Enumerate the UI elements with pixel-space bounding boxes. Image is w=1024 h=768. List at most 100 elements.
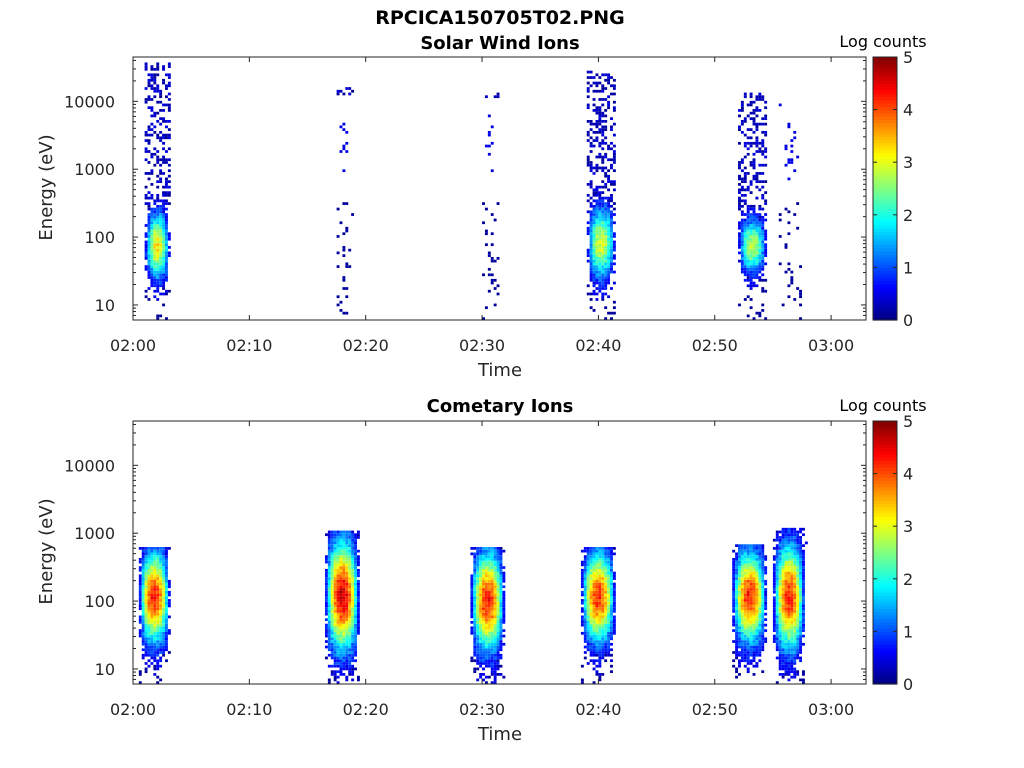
spectrogram-cell [502,610,506,613]
spectrogram-cell [796,645,800,649]
spectrogram-cell [607,81,611,85]
spectrogram-cell [470,552,474,556]
spectrogram-cell [345,87,349,90]
spectrogram-cell [738,163,741,167]
spectrogram-cell [740,547,744,550]
spectrogram-cell [752,163,756,167]
spectrogram-cell [598,254,602,257]
spectrogram-cell [141,615,145,619]
spectrogram-cell [761,577,765,580]
colorbar-swatch [873,674,897,679]
spectrogram-cell [150,207,154,211]
spectrogram-cell [781,631,785,635]
spectrogram-cell [761,265,765,268]
spectrogram-cell [159,656,163,660]
spectrogram-cell [354,536,357,539]
spectrogram-cell [752,577,756,580]
spectrogram-cell [156,615,160,619]
spectrogram-cell [601,191,605,194]
spectrogram-cell [496,615,500,619]
spectrogram-cell [735,571,739,575]
spectrogram-cell [743,607,747,611]
spectrogram-cell [138,670,142,674]
spectrogram-cell [330,648,334,652]
spectrogram-cell [150,557,154,561]
spectrogram-cell [586,254,590,257]
spectrogram-cell [758,267,762,271]
spectrogram-cell [147,620,151,624]
spectrogram-cell [607,610,611,613]
spectrogram-cell [162,582,165,586]
spectrogram-cell [781,640,785,643]
spectrogram-cell [598,615,602,619]
spectrogram-cell [336,557,340,561]
spectrogram-cell [150,582,154,586]
spectrogram-cell [610,547,613,550]
spectrogram-cell [490,141,494,145]
spectrogram-cell [586,199,590,203]
spectrogram-cell [784,670,788,674]
spectrogram-cell [356,588,360,591]
spectrogram-cell [150,631,154,635]
spectrogram-cell [612,161,616,164]
spectrogram-cell [339,555,343,558]
spectrogram-cell [589,144,593,148]
spectrogram-cell [586,158,590,162]
x-tick-label: 02:10 [226,336,272,355]
spectrogram-cell [598,117,602,121]
spectrogram-cell [153,199,157,203]
spectrogram-cell [162,620,165,624]
spectrogram-cell [738,174,741,178]
spectrogram-cell [490,618,494,621]
spectrogram-cell [482,637,485,641]
spectrogram-cell [473,629,477,632]
spectrogram-cell [793,670,797,674]
spectrogram-cell [336,92,340,96]
spectrogram-cell [784,599,788,602]
spectrogram-cell [476,596,480,600]
spectrogram-cell [784,549,788,553]
spectrogram-cell [356,536,360,539]
spectrogram-cell [153,210,157,214]
spectrogram-cell [607,270,611,274]
spectrogram-cell [595,163,599,167]
spectrogram-cell [752,566,756,569]
spectrogram-cell [487,568,491,572]
spectrogram-cell [473,634,477,638]
spectrogram-cell [502,571,506,575]
spectrogram-cell [735,593,739,597]
spectrogram-cell [758,251,762,255]
spectrogram-cell [592,265,596,268]
spectrogram-cell [479,615,483,619]
spectrogram-cell [735,612,739,616]
spectrogram-cell [598,599,602,602]
spectrogram-cell [153,276,157,279]
spectrogram-cell [607,204,611,208]
spectrogram-cell [167,601,171,605]
spectrogram-cell [738,552,741,556]
spectrogram-cell [746,653,750,657]
spectrogram-cell [752,629,756,632]
spectrogram-cell [342,648,346,652]
spectrogram-cell [354,538,357,542]
spectrogram-cell [784,147,788,151]
spectrogram-cell [345,571,349,575]
spectrogram-cell [735,566,739,569]
spectrogram-cell [482,601,485,605]
colorbar-swatch [873,447,897,452]
spectrogram-cell [479,574,483,578]
spectrogram-cell [598,144,602,148]
spectrogram-cell [740,259,744,263]
spectrogram-cell [589,629,593,632]
spectrogram-cell [752,620,756,624]
spectrogram-cell [793,651,797,654]
spectrogram-cell [327,557,331,561]
spectrogram-cell [610,147,613,151]
spectrogram-cell [607,259,611,263]
spectrogram-cell [784,634,788,638]
spectrogram-cell [784,246,788,249]
spectrogram-cell [610,270,613,274]
spectrogram-cell [749,265,753,268]
spectrogram-cell [336,659,340,663]
spectrogram-cell [473,667,477,671]
